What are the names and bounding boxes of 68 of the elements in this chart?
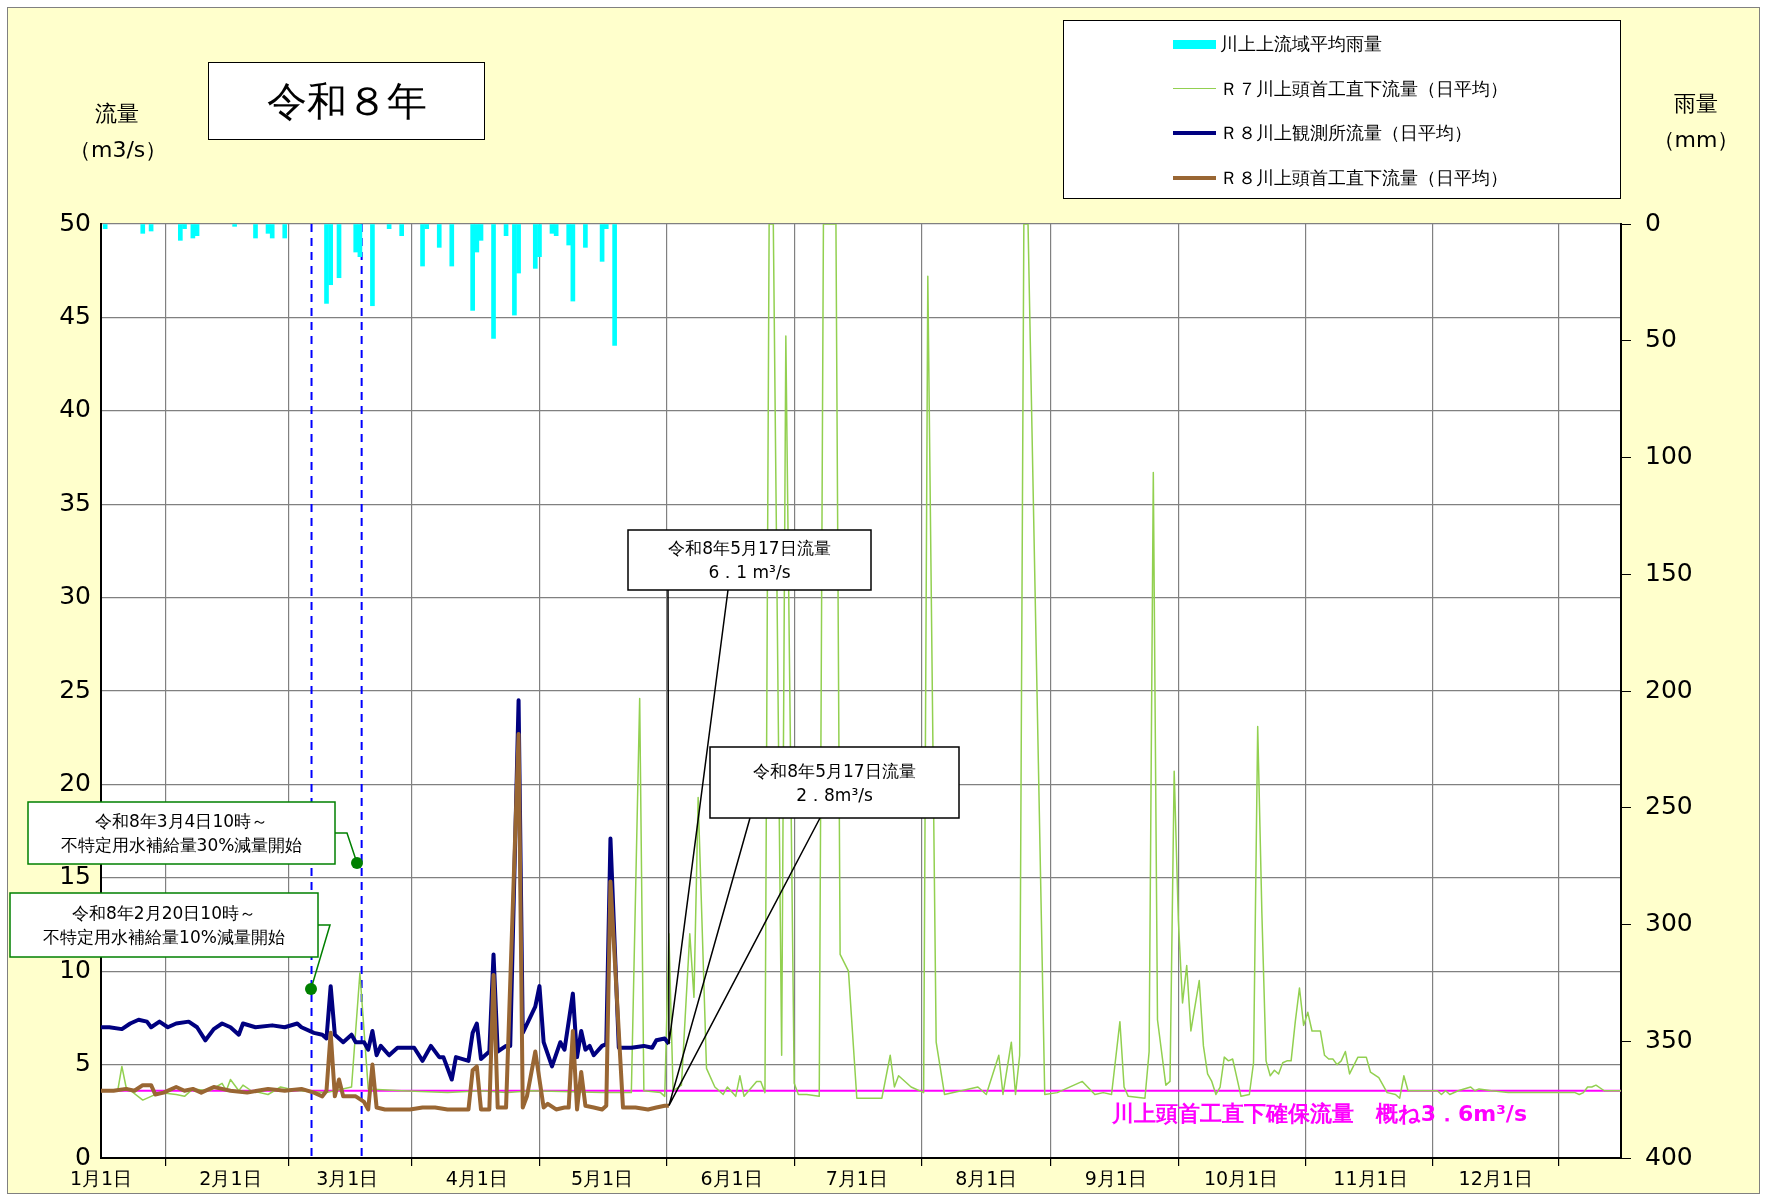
ref-line-label: 川上頭首工直下確保流量 概ね3．6m³/s [1110, 1101, 1527, 1127]
legend-label: 川上上流域平均雨量 [1220, 32, 1382, 56]
bar [324, 224, 329, 304]
y-tick-label: 20 [59, 767, 91, 797]
annotation: 6．1 m³/s [707, 561, 792, 584]
y-tick-label: 35 [59, 487, 91, 517]
x-tick-label: 12月1日 [1458, 1167, 1533, 1190]
bar [449, 224, 455, 267]
x-tick-label: 5月1日 [571, 1167, 634, 1190]
legend-label: Ｒ８川上頭首工直下流量（日平均） [1220, 165, 1508, 190]
bar [470, 224, 475, 311]
bar [583, 224, 588, 248]
x-tick-label: 3月1日 [316, 1167, 379, 1190]
y2-tick-label: 350 [1645, 1024, 1693, 1054]
x-tick-label: 4月1日 [445, 1167, 508, 1190]
bar [232, 224, 237, 227]
y2-axis-title: 雨量（mm） [1651, 90, 1741, 154]
bar [491, 224, 496, 339]
bar [353, 224, 359, 253]
y-tick-label: 25 [59, 674, 91, 704]
annotation: 令和8年5月17日流量 [752, 759, 917, 783]
y-tick-label: 15 [59, 861, 91, 891]
bar [420, 224, 425, 267]
chart-title: 令和８年 [208, 62, 485, 140]
bar [102, 224, 108, 229]
y-tick-label: 50 [59, 207, 91, 237]
bar [549, 224, 555, 234]
y2-tick-label: 200 [1645, 674, 1693, 704]
y-tick-label: 5 [75, 1048, 91, 1078]
x-tick-label: 6月1日 [700, 1167, 763, 1190]
bar [178, 224, 183, 241]
x-tick-label: 9月1日 [1084, 1167, 1147, 1190]
y2-tick-label: 0 [1645, 207, 1661, 237]
x-tick-label: 2月1日 [199, 1167, 262, 1190]
x-tick-label: 8月1日 [955, 1167, 1018, 1190]
bar [265, 224, 271, 234]
x-tick-label: 10月1日 [1203, 1167, 1279, 1190]
y-tick-label: 45 [59, 300, 91, 330]
y2-tick-label: 300 [1645, 908, 1693, 937]
bar [140, 224, 146, 234]
bar [436, 224, 442, 248]
annotation: 令和8年2月20日10時～ [71, 902, 257, 925]
y-tick-label: 30 [59, 581, 91, 611]
legend-label: Ｒ７川上頭首工直下流量（日平均） [1220, 76, 1508, 101]
bar [399, 224, 404, 237]
bar [612, 224, 617, 346]
annotation: 2．8m³/s [795, 783, 874, 807]
y2-tick-label: 150 [1645, 557, 1693, 587]
bar [269, 224, 275, 239]
x-tick-label: 11月1日 [1333, 1167, 1408, 1190]
y2-tick-label: 400 [1645, 1141, 1693, 1171]
annotation: 不特定用水補給量10%減量開始 [42, 926, 286, 949]
bar [253, 224, 258, 239]
y2-tick-label: 50 [1645, 324, 1677, 354]
bar [282, 224, 288, 239]
annotation: 不特定用水補給量30%減量開始 [59, 834, 304, 857]
y-tick-label: 10 [59, 954, 91, 984]
bar [532, 224, 538, 269]
x-tick-label: 7月1日 [825, 1167, 888, 1190]
bar [512, 224, 517, 316]
y2-tick-label: 250 [1645, 791, 1693, 821]
annotation: 令和8年3月4日10時～ [93, 810, 270, 833]
legend-label: Ｒ８川上観測所流量（日平均） [1220, 121, 1472, 145]
bar [370, 224, 375, 307]
annotation: 令和8年5月17日流量 [667, 537, 832, 560]
y-axis-title: 流量（m3/s） [69, 100, 168, 164]
y-tick-label: 40 [59, 394, 91, 424]
y2-tick-label: 100 [1645, 441, 1693, 470]
